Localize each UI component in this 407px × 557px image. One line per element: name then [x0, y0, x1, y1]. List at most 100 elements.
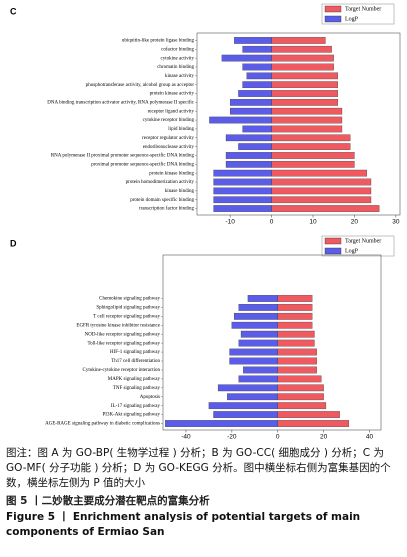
legend-swatch [324, 15, 342, 23]
bar [271, 116, 343, 124]
bar [271, 107, 343, 115]
y-tick-label: AGE-RAGE signaling pathway in diabetic c… [45, 422, 160, 427]
bar [213, 205, 272, 212]
y-tick-label: kinase activity [165, 74, 195, 79]
bar [271, 99, 339, 106]
bar [238, 339, 278, 347]
bar [277, 375, 322, 383]
y-tick-label: protein domain specific binding [130, 198, 194, 203]
bar [242, 63, 272, 71]
bar [271, 152, 355, 159]
bar [247, 295, 278, 302]
legend-swatch [324, 247, 342, 255]
y-tick-label: MAPK signaling pathway [108, 377, 161, 382]
x-tick-label: 30 [392, 219, 400, 226]
plot-frame [196, 32, 401, 216]
bar [271, 81, 339, 89]
y-tick-label: protein kinase activity [150, 92, 195, 97]
bar [238, 143, 272, 150]
legend-label: LogP [345, 248, 359, 254]
bar [271, 169, 368, 177]
legend-label: Target Number [345, 238, 381, 244]
y-tick-label: chromatin binding [157, 65, 194, 70]
bar [238, 90, 272, 97]
x-tick-label: 40 [366, 434, 374, 441]
bar [271, 134, 351, 142]
bar [277, 420, 350, 427]
bar [225, 134, 272, 142]
y-tick-label: ubiquitin-like protein ligase binding [122, 39, 195, 44]
x-tick-label: 20 [320, 434, 328, 441]
bar [277, 321, 313, 329]
bar [271, 178, 372, 186]
legend-label: LogP [345, 16, 359, 22]
y-tick-label: transcription factor binding [139, 207, 194, 212]
x-tick-label: -40 [181, 434, 191, 441]
legend-swatch [324, 5, 342, 13]
bar [277, 402, 327, 410]
bar [229, 348, 278, 356]
bar [234, 37, 272, 44]
bar [271, 205, 380, 212]
x-tick-label: -10 [225, 219, 235, 226]
caption-note: 图注：图 A 为 GO-BP( 生物学过程 ) 分析；B 为 GO-CC( 细胞… [6, 447, 391, 489]
bar [217, 384, 278, 392]
y-tick-label: DNA binding transcription activator acti… [47, 101, 195, 106]
y-tick-label: cofactor binding [161, 47, 194, 52]
y-tick-label: HIF-1 signaling pathway [110, 350, 160, 355]
figure: C Target Number LogP -10 0 10 20 30 ubiquitin-li… [10, 3, 401, 441]
bar [225, 160, 272, 168]
y-tick-label: protein kinase binding [149, 171, 194, 176]
y-tick-label: Chemokine signaling pathway [99, 297, 160, 302]
y-tick-label: T cell receptor signaling pathway [93, 314, 160, 319]
bar [225, 152, 272, 159]
bar [242, 81, 272, 89]
y-tick-label: phosphotransferase activity, alcohol gro… [86, 83, 195, 88]
plot-frame [162, 254, 382, 431]
x-tick-label: 0 [270, 219, 274, 226]
bar [213, 178, 272, 186]
x-tick-label: 10 [309, 219, 317, 226]
y-tick-label: Toll-like receptor signaling pathway [87, 341, 160, 346]
bar [227, 393, 278, 401]
bar [213, 187, 272, 195]
y-tick-label: lipid binding [168, 127, 194, 132]
y-tick-label: endoribonuclease activity [143, 145, 195, 150]
bar [229, 357, 278, 365]
bar [242, 45, 272, 53]
bar [229, 107, 272, 115]
bar [271, 143, 351, 150]
legend-label: Target Number [345, 6, 381, 12]
y-tick-label: EGFR tyrosine kinase inhibitor resistanc… [76, 323, 160, 328]
y-tick-label: receptor ligand activity [148, 109, 195, 114]
y-tick-label: RNA polymerase II proximal promoter sequ… [51, 154, 195, 159]
y-tick-label: proximal promoter sequence-specific DNA … [91, 162, 194, 167]
bar [277, 312, 313, 320]
bar [213, 411, 278, 418]
bar [277, 384, 324, 392]
bar [277, 348, 317, 356]
x-tick-label: -20 [227, 434, 237, 441]
y-tick-label: kinase binding [165, 189, 195, 194]
y-tick-label: Th17 cell differentiation [111, 359, 160, 364]
y-tick-label: NOD-like receptor signaling pathway [85, 332, 161, 337]
panel-label: D [10, 238, 17, 248]
y-tick-label: Cytokine-cytokine receptor interaction [83, 368, 161, 373]
bar [208, 402, 278, 410]
bar [277, 357, 317, 365]
bar [231, 321, 278, 329]
legend-swatch [324, 237, 342, 245]
bar [277, 339, 315, 347]
bar [242, 125, 272, 133]
y-tick-label: protein homodimerization activity [126, 180, 195, 185]
panel-label: C [10, 6, 17, 16]
bar [271, 160, 355, 168]
bar [277, 411, 340, 418]
bar [213, 169, 272, 177]
bar [271, 196, 372, 204]
bar [240, 330, 278, 338]
y-tick-label: TNF signaling pathway [113, 386, 161, 391]
y-tick-label: PI3K-Akt signaling pathway [103, 413, 161, 418]
caption-title-en: Figure 5 丨 Enrichment analysis of potent… [6, 511, 361, 538]
